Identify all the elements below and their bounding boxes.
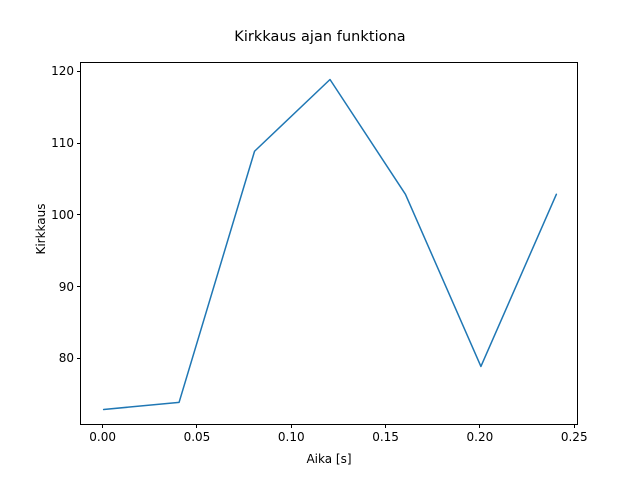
x-tick-label: 0.05 <box>183 430 211 444</box>
y-tick-label: 110 <box>51 136 74 151</box>
y-tick-label: 90 <box>58 279 74 294</box>
x-tick-label: 0.25 <box>560 430 588 444</box>
x-tick-mark <box>196 424 198 428</box>
x-tick-mark <box>573 424 575 428</box>
y-tick-label: 100 <box>51 207 74 222</box>
y-tick-mark <box>76 142 80 144</box>
x-tick-mark <box>102 424 104 428</box>
x-tick-mark <box>479 424 481 428</box>
x-tick-mark <box>385 424 387 428</box>
y-tick-mark <box>76 70 80 72</box>
x-tick-mark <box>290 424 292 428</box>
x-tick-label: 0.20 <box>466 430 494 444</box>
chart-title: Kirkkaus ajan funktiona <box>234 29 406 45</box>
x-axis-label: Aika [s] <box>306 452 352 466</box>
x-tick-label: 0.15 <box>372 430 399 444</box>
plot-axes <box>80 62 578 425</box>
x-tick-label: 0.00 <box>89 430 116 444</box>
y-tick-label: 120 <box>51 64 74 79</box>
x-tick-label: 0.10 <box>277 430 305 444</box>
data-line-kirkkaus <box>102 78 558 411</box>
y-tick-label: 80 <box>58 351 74 366</box>
plot-area <box>102 78 558 411</box>
y-axis-label: Kirkkaus <box>34 203 48 255</box>
y-tick-mark <box>76 357 80 359</box>
y-tick-mark <box>76 285 80 288</box>
y-tick-mark <box>76 214 80 216</box>
